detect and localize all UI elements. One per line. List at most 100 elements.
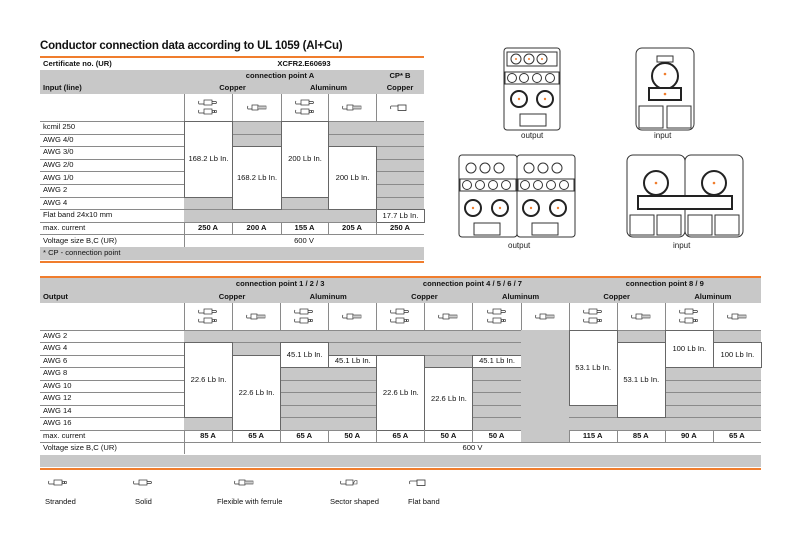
output-block-icon [503, 47, 561, 131]
input-terminal-drawing-large [624, 151, 748, 241]
row-divider [40, 342, 761, 344]
max-current-value: 65 A [729, 430, 745, 440]
legend-label-sector: Sector shaped [330, 497, 379, 506]
column-divider [280, 429, 282, 443]
row-label: AWG 12 [43, 393, 72, 403]
material-header: Aluminum [309, 82, 348, 92]
table-header-band [40, 70, 424, 94]
material-header: Copper [219, 82, 246, 92]
max-current-value: 65 A [248, 430, 264, 440]
row-label: AWG 14 [43, 405, 72, 415]
max-current-value: 65 A [296, 430, 313, 440]
material-header: Copper [411, 291, 438, 301]
input-caption-small: input [654, 131, 672, 140]
flex-conductor-icon [727, 313, 747, 320]
voltage-label: Voltage size B,C (UR) [43, 235, 117, 245]
page-title: Conductor connection data according to U… [40, 40, 343, 52]
input-terminal-drawing-small [633, 44, 697, 132]
row-label: AWG 1/0 [43, 172, 74, 182]
output-caption-large: output [508, 241, 531, 250]
max-current-value: 85 A [200, 430, 216, 440]
column-divider [376, 303, 378, 330]
material-header: Copper [603, 291, 630, 301]
column-divider [184, 234, 185, 247]
column-divider [280, 303, 282, 330]
voltage-value: 600 V [294, 235, 314, 245]
certificate-number: XCFR2.E60693 [277, 58, 331, 68]
column-divider [520, 303, 522, 330]
column-divider [328, 94, 329, 121]
certificate-label: Certificate no. (UR) [43, 58, 112, 68]
row-label: AWG 3/0 [43, 147, 74, 157]
orange-divider [40, 276, 761, 278]
connection-point-header: connection point 4 / 5 / 6 / 7 [422, 279, 523, 289]
column-divider [424, 429, 426, 443]
torque-value-cell: 53.1 Lb In. [616, 342, 666, 419]
row-divider [40, 442, 761, 444]
row-label: kcmil 250 [43, 122, 76, 132]
column-divider [281, 94, 282, 121]
stranded-conductor-icon [678, 317, 699, 324]
flex-conductor-icon [534, 313, 555, 320]
max-current-value: 205 A [342, 222, 362, 232]
column-divider [281, 221, 282, 235]
column-divider [424, 303, 426, 330]
flat-conductor-icon [390, 104, 410, 111]
max-current-value: 115 A [582, 430, 603, 440]
column-divider [184, 94, 185, 121]
flex-conductor-icon [630, 313, 651, 320]
torque-value-cell: 200 Lb In. [328, 146, 377, 211]
row-label: AWG 4/0 [43, 134, 74, 144]
column-divider [232, 429, 234, 443]
row-divider [40, 234, 424, 236]
stranded-conductor-icon [48, 479, 68, 486]
max-current-label: max. current [43, 222, 86, 232]
row-divider [40, 330, 761, 331]
flex-conductor-icon [246, 104, 267, 111]
output-terminal-drawing-small [500, 44, 566, 132]
torque-value-cell: 45.1 Lb In. [328, 354, 378, 369]
max-current-value: 85 A [632, 430, 649, 440]
column-divider [712, 429, 714, 443]
column-divider [184, 429, 185, 443]
material-header: Aluminum [501, 291, 540, 301]
torque-value-cell: 45.1 Lb In. [280, 342, 330, 369]
input-caption-large: input [673, 241, 691, 250]
output-caption-small: output [521, 131, 544, 140]
torque-value-cell: 53.1 Lb In. [568, 330, 618, 406]
column-divider [376, 429, 378, 443]
column-divider [616, 429, 618, 443]
stranded-conductor-icon [198, 108, 218, 115]
material-header: Copper [218, 291, 246, 301]
stranded-conductor-icon [486, 317, 507, 324]
connection-point-header: connection point A [245, 70, 315, 80]
stranded-conductor-icon [294, 108, 315, 115]
column-divider [184, 221, 185, 235]
max-current-value: 50 A [488, 430, 505, 440]
row-label: AWG 2 [43, 331, 68, 341]
row-header: Output [43, 291, 68, 301]
solid-conductor-icon [198, 99, 218, 106]
max-current-label: max. current [43, 430, 86, 440]
max-current-value: 50 A [344, 430, 361, 440]
torque-value-cell: 100 Lb In. [664, 330, 714, 369]
sector-conductor-icon [340, 479, 360, 486]
torque-value-cell: 45.1 Lb In. [472, 354, 522, 369]
flat-conductor-icon [409, 479, 429, 486]
torque-value-cell: 168.2 Lb In. [232, 146, 282, 211]
max-current-value: 250 A [390, 222, 410, 232]
row-header: Input (line) [43, 82, 82, 92]
row-label: AWG 2/0 [43, 159, 74, 169]
footnote-band: * CP - connection point [40, 247, 424, 260]
column-divider [328, 429, 330, 443]
column-divider [472, 429, 474, 443]
column-divider [184, 442, 185, 455]
row-label: AWG 8 [43, 368, 68, 378]
row-label: AWG 16 [43, 418, 72, 428]
row-label: AWG 4 [43, 343, 68, 353]
max-current-value: 155 A [294, 222, 315, 232]
torque-value-cell: 22.6 Lb In. [424, 367, 474, 431]
connection-point-header: CP* B [389, 70, 411, 80]
connection-point-header: connection point 1 / 2 / 3 [235, 279, 325, 289]
stranded-conductor-icon [390, 317, 410, 324]
